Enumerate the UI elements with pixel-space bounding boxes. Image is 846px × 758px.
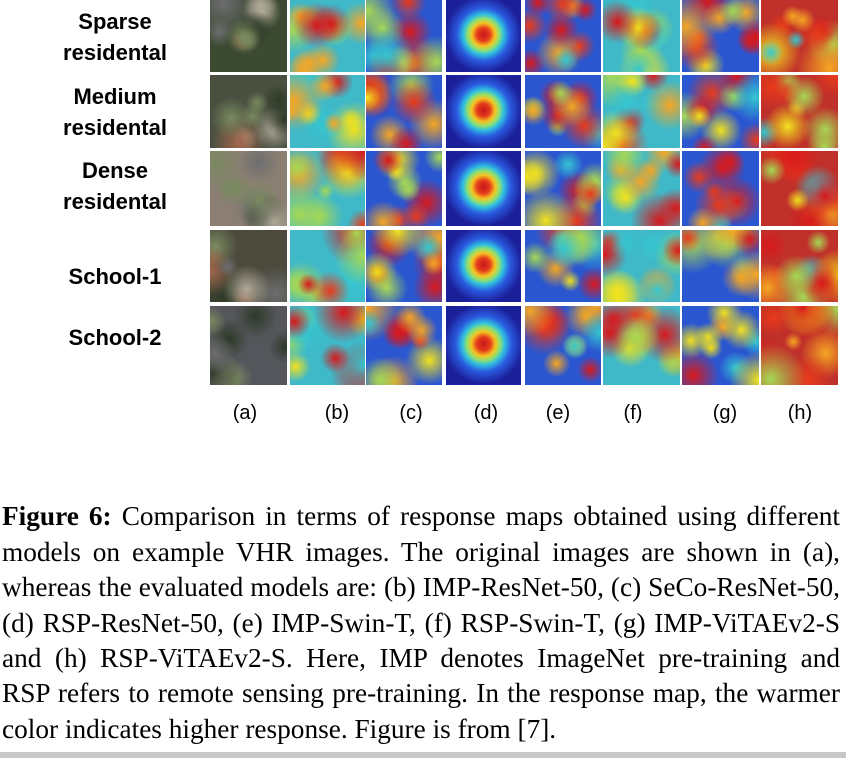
response-map (603, 0, 680, 72)
response-map (525, 230, 601, 302)
figure-caption: Figure 6: Comparison in terms of respons… (2, 499, 840, 747)
caption-label: Figure 6: (2, 501, 112, 532)
response-map (761, 0, 838, 72)
response-map (603, 75, 680, 148)
column-label-f: (f) (623, 402, 643, 424)
response-map (603, 306, 680, 385)
row-label-sparse-residential: Sparse residental (10, 6, 220, 68)
response-map (446, 0, 521, 72)
response-map (446, 230, 521, 302)
response-map (446, 151, 521, 226)
response-map (682, 306, 759, 385)
response-map (525, 151, 601, 226)
column-label-c: (c) (399, 402, 423, 424)
row-label-line: Sparse (78, 9, 152, 34)
original-image (210, 0, 287, 72)
response-map (290, 75, 365, 148)
response-map (366, 230, 442, 302)
row-label-school-2: School-2 (10, 322, 220, 353)
original-image (210, 151, 287, 226)
response-map (446, 306, 521, 385)
response-map (366, 0, 442, 72)
page-bottom-bar (0, 752, 846, 758)
response-map (446, 75, 521, 148)
original-image (210, 306, 287, 385)
response-map (290, 306, 365, 385)
column-label-g: (g) (712, 402, 738, 424)
original-image (210, 230, 287, 302)
response-map (603, 230, 680, 302)
response-map (290, 0, 365, 72)
response-map (761, 306, 838, 385)
row-label-medium-residential: Medium residental (10, 81, 220, 143)
column-label-b: (b) (324, 402, 350, 424)
response-map (366, 306, 442, 385)
response-map (682, 230, 759, 302)
response-map (761, 230, 838, 302)
row-label-line: residental (63, 115, 167, 140)
response-map (366, 75, 442, 148)
original-image (210, 75, 287, 148)
row-label-line: Medium (73, 84, 157, 109)
response-map (366, 151, 442, 226)
row-label-line: School-1 (68, 264, 162, 289)
column-label-h: (h) (787, 402, 813, 424)
row-label-line: School-2 (68, 325, 162, 350)
column-label-d: (d) (473, 402, 499, 424)
row-label-school-1: School-1 (10, 261, 220, 292)
row-label-dense-residential: Dense residental (10, 155, 220, 217)
response-map (525, 75, 601, 148)
response-map (290, 230, 365, 302)
row-label-line: Dense (81, 158, 149, 183)
response-map (682, 75, 759, 148)
response-map (682, 0, 759, 72)
column-label-a: (a) (232, 402, 258, 424)
response-map (525, 306, 601, 385)
row-label-line: residental (63, 189, 167, 214)
response-map (682, 151, 759, 226)
response-map (761, 151, 838, 226)
column-label-e: (e) (545, 402, 571, 424)
response-map (525, 0, 601, 72)
response-map (603, 151, 680, 226)
caption-text: Comparison in terms of response maps obt… (2, 501, 841, 744)
response-map (761, 75, 838, 148)
response-map (290, 151, 365, 226)
row-label-line: residental (63, 40, 167, 65)
